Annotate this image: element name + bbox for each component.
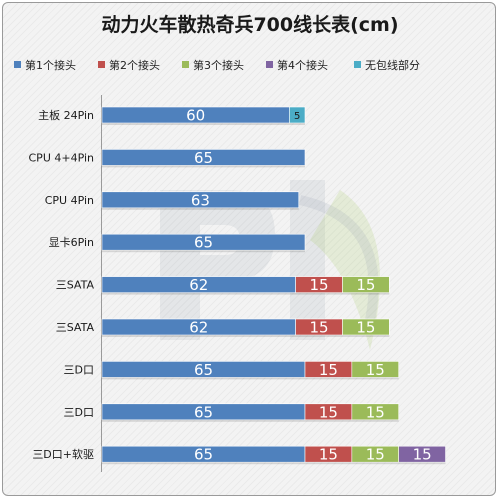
legend-item: 第4个接头 [266,57,328,73]
bar-segment [342,318,390,336]
bar-shadow [295,335,343,337]
bar-segment [289,106,306,124]
data-label: 15 [310,276,329,294]
data-label: 15 [319,361,338,379]
bar-shadow [342,335,390,337]
data-label: 5 [294,111,300,122]
chart-title: 动力火车散热奇兵700线长表(cm) [101,14,399,36]
legend-item: 第2个接头 [98,57,160,73]
bar-segment [398,445,446,463]
bar-shadow [102,123,290,125]
bar-shadow [342,292,390,295]
bar-segment [342,276,390,293]
bar-shadow [305,419,352,422]
data-label: 15 [356,319,375,337]
bar-shadow [102,419,305,422]
bar-segment [101,149,306,166]
bar-shadow [398,462,446,465]
legend-label: 第4个接头 [277,59,328,72]
data-label: 15 [413,446,432,464]
data-label: 65 [194,234,213,252]
data-label: 62 [189,319,208,337]
data-label: 60 [186,107,205,125]
category-label: CPU 4Pin [45,194,94,207]
category-label: 三D口 [64,363,94,376]
bar-shadow [102,292,296,295]
category-label: 三D口 [64,406,94,419]
legend-swatch [354,61,361,68]
bar-shadow [351,419,399,422]
bar-shadow [351,462,399,465]
data-label: 62 [189,276,208,294]
data-label: 65 [194,149,213,167]
bar-segment [351,361,399,378]
category-label: 三SATA [56,321,95,334]
bar-shadow [295,292,343,295]
chart-legend: 第1个接头 第2个接头 第3个接头 第4个接头 无包线部分 [14,57,494,73]
bar-segment [101,233,306,251]
bar-shadow [102,165,305,168]
data-label: 65 [194,361,213,379]
legend-label: 第1个接头 [25,59,76,72]
bar-shadow [102,250,305,253]
category-label: 显卡6Pin [49,236,94,249]
bar-shadow [305,377,352,380]
bar-segment [351,403,399,421]
category-label: CPU 4+4Pin [29,151,95,164]
legend-item: 无包线部分 [354,57,420,73]
legend-swatch [266,61,273,68]
legend-label: 第3个接头 [193,59,244,72]
data-label: 15 [319,403,338,421]
bar-segment [101,191,300,209]
category-label: 三D口+软驱 [32,447,94,461]
bar-shadow [102,207,299,210]
data-label: 15 [356,276,375,294]
legend-label: 无包线部分 [365,59,420,72]
legend-label: 第2个接头 [109,59,160,72]
data-label: 15 [319,446,338,464]
data-label: 65 [194,446,213,464]
legend-swatch [98,61,105,68]
bar-shadow [102,335,296,337]
bar-shadow [351,377,399,380]
legend-item: 第1个接头 [14,57,76,73]
data-label: 65 [194,403,213,421]
bar-shadow [289,123,305,125]
bar-shadow [102,462,305,465]
bar-shadow [102,377,305,380]
data-label: 15 [366,361,385,379]
category-label: 主板 24Pin [38,108,94,122]
legend-item: 第3个接头 [182,57,244,73]
data-label: 15 [310,319,329,337]
legend-swatch [14,61,21,68]
legend-swatch [182,61,189,68]
category-label: 三SATA [56,279,95,292]
data-label: 63 [191,191,210,209]
bar-shadow [305,462,352,465]
data-label: 15 [366,446,385,464]
data-label: 15 [366,403,385,421]
